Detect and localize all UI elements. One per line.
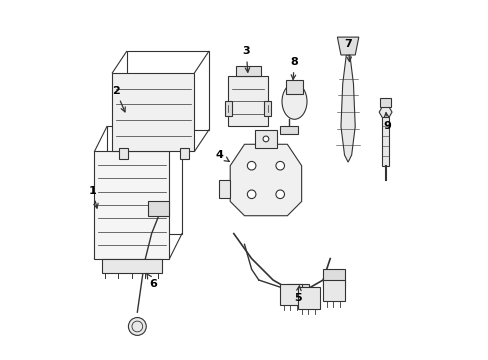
Polygon shape (102, 258, 162, 273)
Polygon shape (148, 202, 169, 216)
Text: 2: 2 (112, 86, 125, 112)
Circle shape (275, 161, 284, 170)
Text: 4: 4 (215, 150, 229, 161)
Polygon shape (378, 107, 391, 118)
Polygon shape (287, 284, 308, 301)
Polygon shape (323, 280, 344, 301)
Polygon shape (112, 73, 194, 152)
Polygon shape (380, 98, 390, 107)
Polygon shape (340, 55, 354, 162)
Polygon shape (224, 102, 231, 116)
Polygon shape (119, 148, 128, 158)
Polygon shape (381, 117, 388, 166)
Text: 5: 5 (294, 286, 301, 303)
Polygon shape (235, 66, 260, 76)
Circle shape (247, 161, 255, 170)
Text: 9: 9 (383, 113, 390, 131)
Text: 8: 8 (290, 57, 298, 80)
Circle shape (247, 190, 255, 199)
Text: 6: 6 (146, 274, 157, 289)
Polygon shape (255, 130, 276, 148)
Polygon shape (228, 76, 267, 126)
Circle shape (275, 190, 284, 199)
Polygon shape (280, 284, 301, 305)
Text: 7: 7 (344, 39, 351, 62)
Polygon shape (285, 80, 303, 94)
Polygon shape (94, 152, 169, 258)
Polygon shape (323, 269, 344, 287)
Polygon shape (219, 180, 230, 198)
Text: 3: 3 (242, 46, 249, 72)
Polygon shape (230, 144, 301, 216)
Ellipse shape (282, 84, 306, 119)
Circle shape (128, 318, 146, 336)
Polygon shape (337, 37, 358, 55)
Circle shape (263, 136, 268, 142)
Polygon shape (280, 126, 298, 134)
Polygon shape (298, 287, 319, 309)
Polygon shape (264, 102, 271, 116)
Polygon shape (180, 148, 189, 158)
Text: 1: 1 (89, 186, 98, 208)
